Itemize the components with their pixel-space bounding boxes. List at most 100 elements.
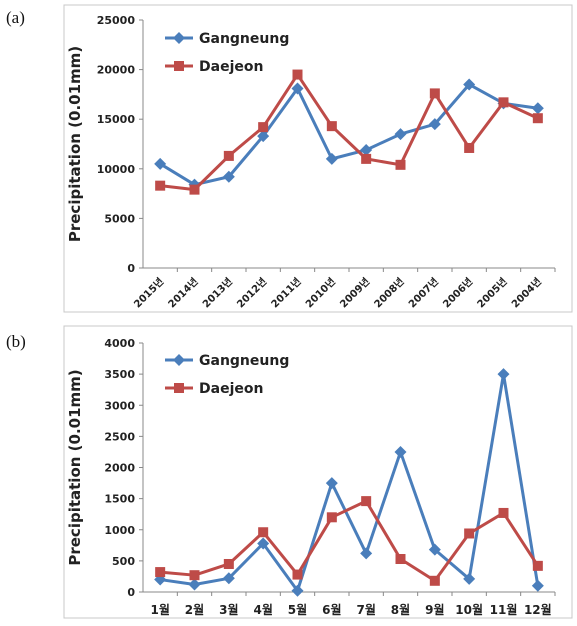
legend-label-gangneung: Gangneung [199, 31, 289, 47]
x-tick-label: 2014년 [165, 275, 200, 310]
chart-frame [63, 325, 573, 619]
point-gangneung [222, 170, 235, 183]
y-tick-label: 3000 [104, 399, 135, 412]
panel-label-b: (b) [6, 332, 26, 351]
point-daejeon [429, 575, 440, 586]
series-line-daejeon [159, 73, 539, 192]
legend-label-gangneung: Gangneung [199, 353, 289, 369]
x-tick-label: 7월 [356, 602, 375, 617]
x-tick-label: 2월 [185, 602, 204, 617]
point-daejeon [189, 570, 200, 581]
x-tick-label: 2010년 [303, 275, 338, 310]
chart-a: 0 5000 10000 15000 20000 25000 2015년 2014년 2013년… [63, 4, 573, 313]
point-gangneung [428, 118, 441, 131]
point-gangneung [291, 584, 304, 597]
y-tick-label: 20000 [97, 64, 136, 77]
x-tick-label: 11월 [490, 602, 518, 617]
x-tick-label: 2012년 [234, 275, 269, 310]
point-daejeon [395, 554, 406, 565]
y-tick-label: 25000 [97, 14, 136, 27]
point-gangneung [325, 152, 338, 165]
point-daejeon [464, 142, 475, 153]
x-tick-label: 2009년 [337, 275, 372, 310]
chart-b: 0 500 1000 1500 2000 2500 3000 3500 4000 1월 2월 3월 4월… [63, 325, 573, 619]
point-gangneung [463, 572, 476, 585]
point-daejeon [429, 88, 440, 99]
point-gangneung [257, 537, 270, 550]
series-line-daejeon [160, 499, 540, 583]
point-daejeon [532, 560, 543, 571]
y-tick-label: 4000 [104, 337, 135, 350]
point-daejeon [292, 69, 303, 80]
point-gangneung [531, 579, 544, 592]
point-gangneung [463, 78, 476, 91]
point-gangneung [394, 128, 407, 141]
point-daejeon [258, 527, 269, 538]
point-gangneung [154, 157, 167, 170]
y-tick-label: 10000 [97, 163, 136, 176]
legend-marker-gangneung [173, 354, 185, 366]
legend-label-daejeon: Daejeon [199, 59, 263, 75]
x-tick-label: 2011년 [268, 275, 303, 310]
point-daejeon [223, 150, 234, 161]
x-tick-label: 5월 [288, 602, 307, 617]
y-tick-label: 1500 [104, 493, 135, 506]
point-daejeon [326, 121, 337, 132]
point-daejeon [155, 180, 166, 191]
point-daejeon [155, 567, 166, 578]
point-gangneung [360, 143, 373, 156]
point-daejeon [361, 496, 372, 507]
x-tick-label: 2008년 [371, 275, 406, 310]
point-daejeon [258, 122, 269, 133]
x-tick-label: 2007년 [406, 275, 441, 310]
x-tick-label: 4월 [253, 602, 272, 617]
y-axis-label: Precipitation (0.01mm) [66, 46, 84, 242]
x-tick-label: 12월 [524, 602, 552, 617]
chart-frame [63, 4, 573, 313]
y-tick-label: 1000 [104, 524, 135, 537]
x-tick-label: 2006년 [440, 275, 475, 310]
y-tick-label: 15000 [97, 113, 136, 126]
point-daejeon [532, 113, 543, 124]
point-daejeon [189, 184, 200, 195]
point-gangneung [291, 82, 304, 95]
y-axis-label: Precipitation (0.01mm) [66, 369, 84, 565]
point-gangneung [394, 445, 407, 458]
point-gangneung [257, 130, 270, 143]
y-tick-label: 0 [127, 586, 135, 599]
point-gangneung [188, 578, 201, 591]
x-tick-label: 9월 [425, 602, 444, 617]
legend-label-daejeon: Daejeon [199, 381, 263, 397]
x-tick-label: 2005년 [474, 275, 509, 310]
x-tick-label: 1월 [150, 602, 169, 617]
point-daejeon [395, 159, 406, 170]
series-line-gangneung [159, 82, 539, 187]
point-daejeon [292, 569, 303, 580]
y-tick-label: 0 [127, 262, 135, 275]
point-gangneung [222, 572, 235, 585]
point-daejeon [464, 528, 475, 539]
x-tick-label: 2015년 [131, 275, 166, 310]
panel-label-a: (a) [6, 8, 25, 27]
series-line-gangneung [159, 372, 540, 593]
y-tick-label: 2500 [104, 430, 135, 443]
point-daejeon [361, 153, 372, 164]
x-tick-label: 10월 [455, 602, 483, 617]
point-gangneung [531, 102, 544, 115]
y-tick-label: 5000 [104, 212, 135, 225]
y-tick-label: 2000 [104, 462, 135, 475]
point-gangneung [325, 477, 338, 490]
legend-marker-gangneung [173, 32, 185, 44]
point-daejeon [498, 507, 509, 518]
x-tick-label: 8월 [391, 602, 410, 617]
point-gangneung [497, 368, 510, 381]
point-daejeon [326, 512, 337, 523]
y-tick-label: 3500 [104, 368, 135, 381]
x-tick-label: 2004년 [509, 275, 544, 310]
point-daejeon [223, 558, 234, 569]
x-tick-label: 3월 [219, 602, 238, 617]
legend-marker-daejeon [174, 383, 184, 393]
x-tick-label: 6월 [322, 602, 341, 617]
x-tick-label: 2013년 [200, 275, 235, 310]
